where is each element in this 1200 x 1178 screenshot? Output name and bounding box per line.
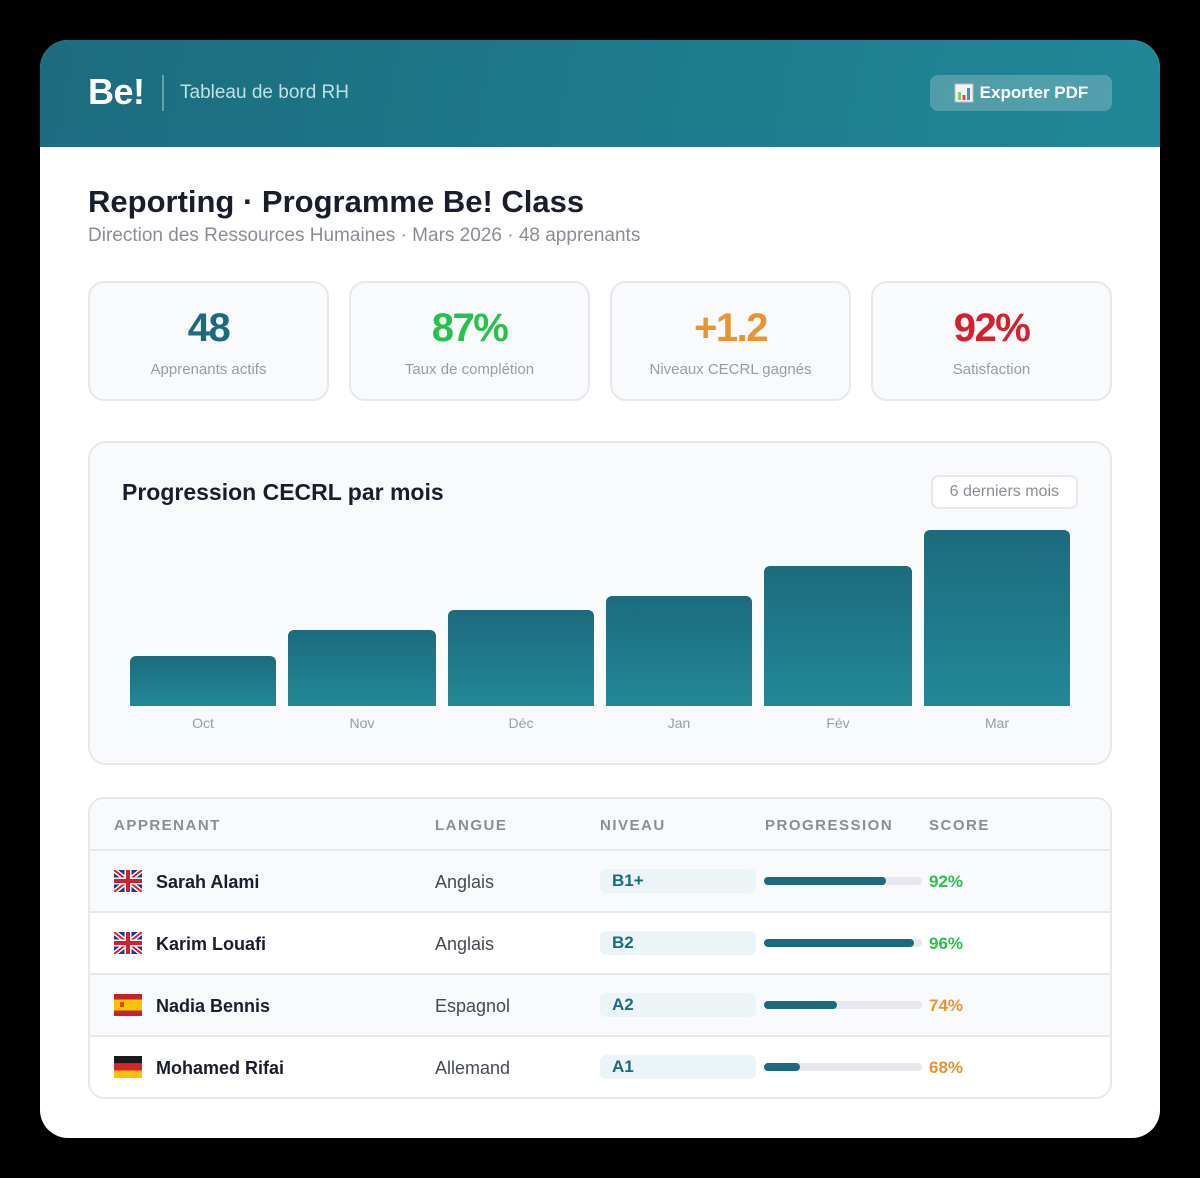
kpi-label: Satisfaction [952, 361, 1031, 378]
progress-fill [764, 939, 915, 947]
learner-score: 92% [929, 872, 964, 891]
export-pdf-label: Exporter PDF [979, 83, 1089, 102]
level-badge: A2 [600, 993, 756, 1017]
kpi-label: Taux de complétion [404, 361, 535, 378]
x-axis-label: Fév [826, 715, 850, 731]
kpi-completion-rate: 87% Taux de complétion [349, 281, 590, 401]
export-pdf-button[interactable]: Exporter PDF [930, 75, 1112, 111]
kpi-row: 48 Apprenants actifs 87% Taux de complét… [88, 281, 1112, 401]
kpi-value: 48 [187, 306, 231, 350]
level-badge: B1+ [600, 869, 756, 893]
x-axis-label: Mar [984, 715, 1010, 731]
column-header-language: LANGUE [435, 817, 508, 834]
learner-language: Allemand [435, 1058, 511, 1078]
progress-fill [764, 1001, 837, 1009]
learner-language: Espagnol [435, 996, 511, 1016]
uk-flag-icon [112, 930, 144, 956]
learner-language: Anglais [435, 934, 495, 954]
kpi-value: 92% [953, 306, 1031, 350]
spain-flag-icon [114, 994, 142, 1016]
column-header-learner: APPRENANT [114, 817, 221, 834]
logo: Be! [88, 71, 145, 112]
bar-3[interactable] [606, 596, 752, 706]
germany-flag-icon [114, 1056, 142, 1078]
column-header-level: NIVEAU [600, 817, 666, 834]
uk-flag-icon [112, 868, 144, 894]
table-body: Sarah Alami Anglais B1+ 92% Karim Louafi Angl… [90, 851, 1110, 1097]
column-header-score: SCORE [929, 817, 990, 834]
header-divider [162, 75, 164, 111]
bar-chart: Oct Nov Déc Jan Fév Mar [130, 523, 1072, 731]
progress-bar [764, 939, 922, 947]
x-axis-label: Déc [508, 715, 534, 731]
progress-bar [764, 877, 922, 885]
table-row[interactable]: Mohamed Rifai Allemand A1 68% [90, 1037, 1110, 1097]
period-selector[interactable]: 6 derniers mois [930, 475, 1078, 509]
bar-5[interactable] [924, 530, 1070, 706]
table-row[interactable]: Nadia Bennis Espagnol A2 74% [90, 975, 1110, 1037]
table-row[interactable]: Sarah Alami Anglais B1+ 92% [90, 851, 1110, 913]
header-subtitle: Tableau de bord RH [180, 82, 349, 103]
progress-fill [764, 1063, 801, 1071]
bar-chart-icon [954, 83, 974, 103]
progress-bar [764, 1001, 922, 1009]
x-axis-label: Oct [192, 715, 214, 731]
kpi-active-learners: 48 Apprenants actifs [88, 281, 329, 401]
bar-2[interactable] [448, 610, 594, 706]
page-subtitle: Direction des Ressources Humaines · Mars… [88, 225, 641, 246]
kpi-cecrl-levels: +1.2 Niveaux CECRL gagnés [610, 281, 851, 401]
table-row[interactable]: Karim Louafi Anglais B2 96% [90, 913, 1110, 975]
learner-score: 68% [929, 1058, 964, 1077]
progress-fill [764, 877, 886, 885]
kpi-label: Niveaux CECRL gagnés [649, 361, 812, 378]
column-header-progression: PROGRESSION [765, 817, 894, 834]
kpi-satisfaction: 92% Satisfaction [871, 281, 1112, 401]
x-axis-label: Nov [349, 715, 375, 731]
kpi-value: +1.2 [694, 306, 768, 350]
learners-table: APPRENANT LANGUE NIVEAU PROGRESSION SCOR… [88, 797, 1112, 1099]
level-badge: A1 [600, 1055, 756, 1079]
learner-language: Anglais [435, 872, 495, 892]
page-title: Reporting · Programme Be! Class [88, 184, 585, 219]
learner-score: 74% [929, 996, 964, 1015]
learner-name: Karim Louafi [156, 934, 267, 954]
level-badge: B2 [600, 931, 756, 955]
bar-0[interactable] [130, 656, 276, 706]
table-header: APPRENANT LANGUE NIVEAU PROGRESSION SCOR… [90, 799, 1110, 851]
bar-1[interactable] [288, 630, 436, 706]
learner-name: Sarah Alami [156, 872, 260, 892]
kpi-value: 87% [431, 306, 509, 350]
kpi-label: Apprenants actifs [150, 361, 267, 378]
x-axis-label: Jan [667, 715, 691, 731]
progression-chart-panel: Progression CECRL par mois 6 derniers mo… [88, 441, 1112, 765]
learner-name: Nadia Bennis [156, 996, 271, 1016]
bar-4[interactable] [764, 566, 912, 706]
progress-bar [764, 1063, 922, 1071]
learner-name: Mohamed Rifai [156, 1058, 285, 1078]
chart-title: Progression CECRL par mois [122, 479, 444, 505]
app-header: Be! Tableau de bord RH Exporter PDF [40, 40, 1160, 147]
learner-score: 96% [929, 934, 964, 953]
dashboard-card: Be! Tableau de bord RH Exporter PDF Repo… [40, 40, 1160, 1138]
